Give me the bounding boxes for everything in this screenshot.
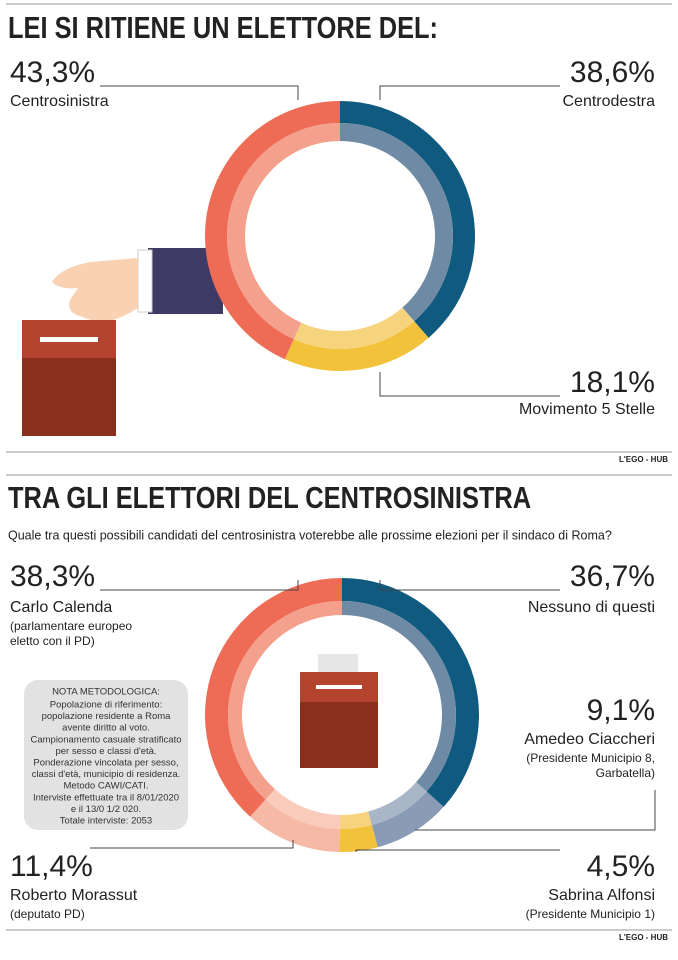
donut-segment [204,101,340,360]
donut-segment [284,321,429,372]
category-description: (Presidente Municipio 8, [526,751,655,765]
note-line: Metodo CAWI/CATI. [64,781,149,792]
note-line: Interviste effettuate tra il 8/01/2020 [33,792,179,803]
leader-line [355,849,560,852]
note-line: classi d'età, municipio di residenza. [32,769,181,780]
category-description: Garbatella) [596,766,655,780]
category-description: (deputato PD) [10,907,85,921]
chart-title: TRA GLI ELETTORI DEL CENTROSINISTRA [8,481,531,516]
source: L'EGO - HUB [619,455,668,464]
leader-line [90,840,294,849]
source: L'EGO - HUB [619,933,668,942]
category-label: Amedeo Ciaccheri [524,731,655,748]
leader-line [379,580,560,591]
note-line: e il 13/0 1/2 020. [71,804,141,815]
donut-segment [250,799,340,852]
hand-illustration [52,248,223,323]
category-description: (Presidente Municipio 1) [526,907,655,921]
ballot-box [22,320,116,436]
leader-line [415,790,656,831]
value-label: 36,7% [570,560,655,593]
value-label: 11,4% [10,850,93,883]
category-label: Roberto Morassut [10,887,138,904]
category-label: Sabrina Alfonsi [548,887,655,904]
note-line: Campionamento casuale stratificato [30,734,181,745]
leader-line [100,85,299,100]
category-label: Centrodestra [563,93,656,110]
ballot-box [300,654,378,768]
category-label: Nessuno di questi [528,599,655,616]
donut-segment [339,825,378,852]
donut-segment [371,791,444,848]
donut-segment-inner [339,811,372,829]
note-line: Totale interviste: 2053 [60,816,152,827]
category-label: Centrosinistra [10,93,109,110]
donut-segment-inner [227,123,340,340]
donut-segment-inner [340,123,453,322]
value-label: 38,6% [570,56,655,89]
value-label: 38,3% [10,560,95,593]
value-label: 43,3% [10,56,95,89]
leader-line [379,372,560,397]
note-line: popolazione residente a Roma [42,711,172,722]
chart-subtitle: Quale tra questi possibili candidati del… [8,528,612,542]
donut-segment-inner [228,600,342,800]
donut-segment [340,101,475,338]
value-label: 4,5% [587,850,655,883]
note-title: NOTA METODOLOGICA: [52,687,160,698]
leader-line [379,85,560,100]
donut-segment [342,578,480,807]
category-description: eletto con il PD) [10,634,95,648]
note-box [24,680,188,830]
value-label: 18,1% [570,366,655,399]
donut-segment-inner [293,307,415,349]
leader-line [100,580,299,591]
note-line: per sesso e classi d'età. [55,746,156,757]
note-line: Popolazione di riferimento: [50,700,162,711]
donut-segment-inner [265,789,341,829]
note-line: avente diritto al voto. [62,723,150,734]
donut-segment-inner [342,601,456,792]
donut-segment [204,578,342,817]
note-line: Ponderazione vincolata per sesso, [33,758,178,769]
chart-title: LEI SI RITIENE UN ELETTORE DEL: [8,11,438,46]
category-label: Carlo Calenda [10,599,112,616]
category-label: Movimento 5 Stelle [519,401,655,418]
value-label: 9,1% [587,694,655,727]
donut-segment-inner [368,782,427,826]
category-description: (parlamentare europeo [10,619,132,633]
